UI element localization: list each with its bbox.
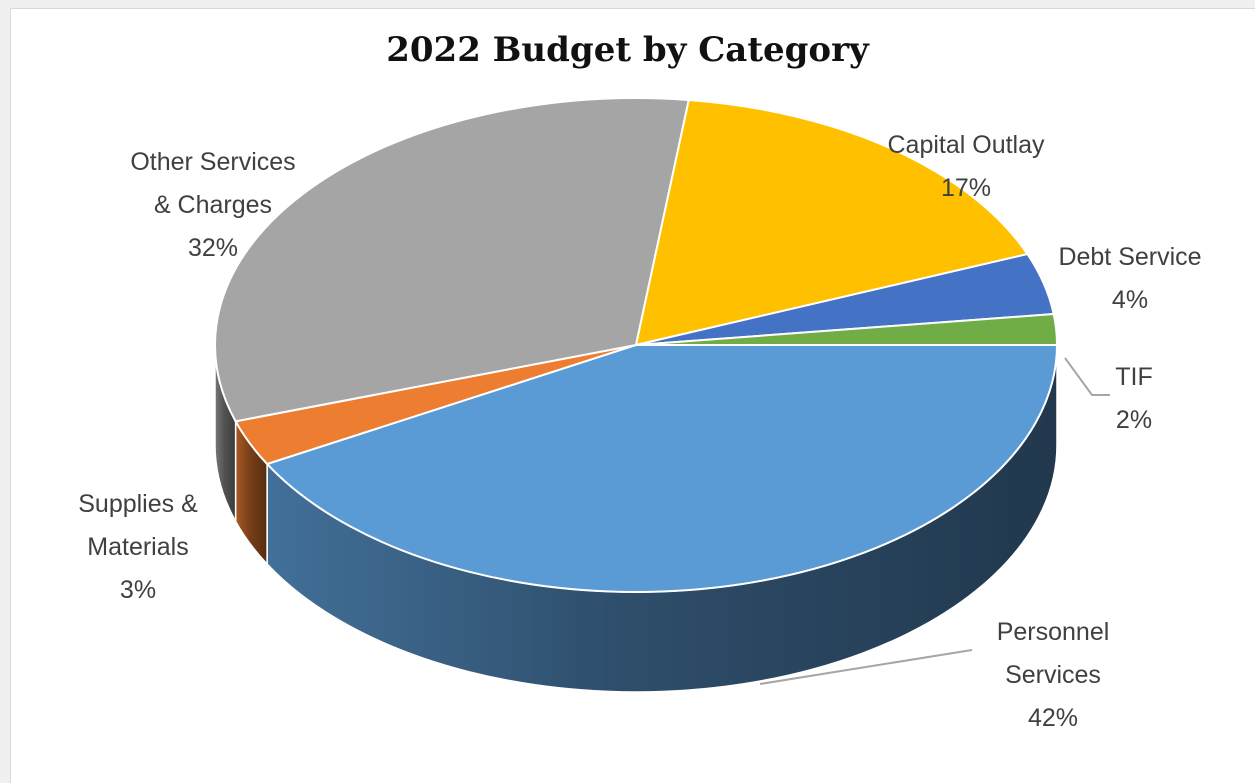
slice-personnel-services [265, 344, 1059, 593]
slice-personnel-services-leader-line [759, 649, 973, 685]
slice-tif-label: TIF 2% [1115, 363, 1153, 434]
slice-tif [635, 312, 1059, 346]
slice-personnel-services-label: Personnel Services 42% [997, 618, 1110, 732]
slice-other-services-charges-label: Other Services & Charges 32% [130, 148, 295, 262]
slice-debt-service-label: Debt Service 4% [1058, 243, 1201, 314]
slice-capital-outlay-label: Capital Outlay 17% [887, 131, 1045, 202]
slice-supplies-materials-label: Supplies & Materials 3% [78, 490, 198, 604]
slice-capital-outlay [634, 98, 1030, 347]
slice-other-services-charges [214, 97, 690, 423]
slice-tif-leader-line [1064, 357, 1110, 396]
chart-title: 2022 Budget by Category [386, 30, 869, 70]
